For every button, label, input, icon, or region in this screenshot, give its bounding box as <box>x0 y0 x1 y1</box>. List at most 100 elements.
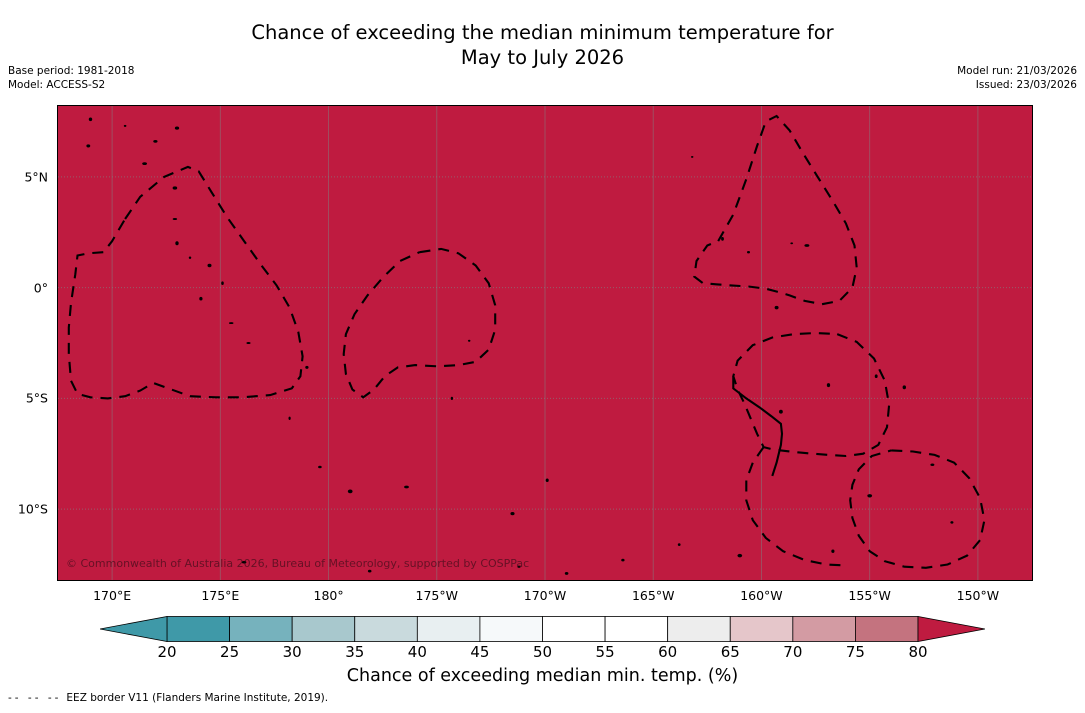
coastline-dot <box>348 489 353 493</box>
colorbar-label: Chance of exceeding median min. temp. (%… <box>0 666 1085 686</box>
metadata-right: Model run: 21/03/2026 Issued: 23/03/2026 <box>957 64 1077 92</box>
coastline-dot <box>950 521 953 524</box>
eez-border-path <box>69 167 303 399</box>
coastline-dot <box>153 140 157 143</box>
page-title: Chance of exceeding the median minimum t… <box>0 20 1085 70</box>
x-tick-label: 160°W <box>740 588 782 603</box>
colorbar-tick-label: 60 <box>658 643 677 661</box>
coastline-dot <box>737 554 742 558</box>
coastline-dot <box>831 549 834 552</box>
coastline-dots <box>86 117 953 574</box>
eez-border-lines <box>69 116 985 568</box>
colorbar-segment <box>855 617 918 642</box>
colorbar-tick-label: 35 <box>345 643 364 661</box>
model-text: Model: ACCESS-S2 <box>8 78 134 92</box>
colorbar-tick-label: 30 <box>283 643 302 661</box>
eez-border-solid-segments <box>733 376 782 476</box>
coastline-dot <box>124 125 127 127</box>
x-tick-label: 180° <box>313 588 343 603</box>
y-tick-label: 5°N <box>0 169 48 184</box>
colorbar[interactable] <box>100 616 985 642</box>
coastline-dot <box>790 242 793 244</box>
coastline-dot <box>867 494 872 497</box>
colorbar-tick-label: 50 <box>533 643 552 661</box>
coastline-dot <box>468 340 471 342</box>
colorbar-segment <box>417 617 480 642</box>
coastline-dot <box>721 237 724 241</box>
x-tick-label: 175°W <box>416 588 458 603</box>
coastline-dot <box>930 464 934 467</box>
map-graphics <box>58 106 1032 580</box>
colorbar-segment <box>793 617 856 642</box>
coastline-dot <box>775 306 779 309</box>
coastline-dot <box>199 297 202 301</box>
eez-border-path <box>344 249 496 397</box>
colorbar-tick-label: 55 <box>596 643 615 661</box>
coastline-dot <box>565 572 569 575</box>
x-tick-label: 150°W <box>957 588 999 603</box>
coastline-dot <box>288 417 290 420</box>
coastline-dot <box>510 512 514 515</box>
eez-border-path <box>694 116 856 304</box>
colorbar-tick-label: 75 <box>846 643 865 661</box>
coastline-dot <box>246 342 250 344</box>
metadata-left: Base period: 1981-2018 Model: ACCESS-S2 <box>8 64 134 92</box>
colorbar-tick-label: 65 <box>721 643 740 661</box>
coastline-dot <box>318 466 322 469</box>
coastline-dot <box>451 397 453 400</box>
coastline-dot <box>175 127 179 130</box>
model-run-text: Model run: 21/03/2026 <box>957 64 1077 78</box>
colorbar-segment <box>668 617 731 642</box>
coastline-dot <box>173 186 178 189</box>
colorbar-tick-label: 40 <box>408 643 427 661</box>
coastline-dot <box>875 374 878 378</box>
x-tick-label: 175°E <box>201 588 239 603</box>
x-tick-label: 170°W <box>524 588 566 603</box>
coastline-dot <box>86 144 90 147</box>
colorbar-segment <box>730 617 793 642</box>
coastline-dot <box>804 244 809 247</box>
coastline-dot <box>173 218 177 220</box>
base-period-text: Base period: 1981-2018 <box>8 64 134 78</box>
coastline-dot <box>747 251 750 253</box>
coastline-dot <box>678 543 681 546</box>
y-tick-label: 5°S <box>0 391 48 406</box>
coastline-dot <box>827 383 830 387</box>
coastline-dot <box>691 156 693 158</box>
coastline-dot <box>779 410 783 414</box>
y-tick-label: 10°S <box>0 502 48 517</box>
colorbar-segment <box>355 617 418 642</box>
eez-dash-legend-icon: -- -- -- <box>8 692 61 704</box>
eez-border-path <box>733 333 889 456</box>
footnote-text: EEZ border V11 (Flanders Marine Institut… <box>66 692 328 704</box>
colorbar-segment <box>605 617 668 642</box>
coastline-dot <box>305 366 308 369</box>
map-gridlines <box>58 106 1032 580</box>
x-tick-label: 170°E <box>93 588 131 603</box>
colorbar-segment <box>480 617 543 642</box>
coastline-dot <box>89 117 92 121</box>
x-tick-label: 165°W <box>632 588 674 603</box>
coastline-dot <box>621 559 624 562</box>
coastline-dot <box>229 322 234 324</box>
eez-border-path-solid <box>733 376 782 476</box>
coastline-dot <box>142 162 147 165</box>
colorbar-segment <box>292 617 355 642</box>
colorbar-over-arrow <box>918 617 985 642</box>
issued-text: Issued: 23/03/2026 <box>957 78 1077 92</box>
coastline-dot <box>207 264 211 267</box>
coastline-dot <box>175 241 178 245</box>
colorbar-tick-label: 25 <box>220 643 239 661</box>
coastline-dot <box>189 256 192 258</box>
colorbar-segment <box>230 617 293 642</box>
coastline-dot <box>546 479 549 483</box>
colorbar-tick-label: 45 <box>470 643 489 661</box>
colorbar-under-arrow <box>100 617 167 642</box>
y-tick-label: 0° <box>0 280 48 295</box>
colorbar-graphics <box>100 616 985 642</box>
coastline-dot <box>404 486 409 489</box>
coastline-dot <box>903 385 906 389</box>
map-panel[interactable]: © Commonwealth of Australia 2026, Bureau… <box>57 105 1033 581</box>
footnote: -- -- -- EEZ border V11 (Flanders Marine… <box>8 692 328 704</box>
colorbar-segment <box>167 617 230 642</box>
